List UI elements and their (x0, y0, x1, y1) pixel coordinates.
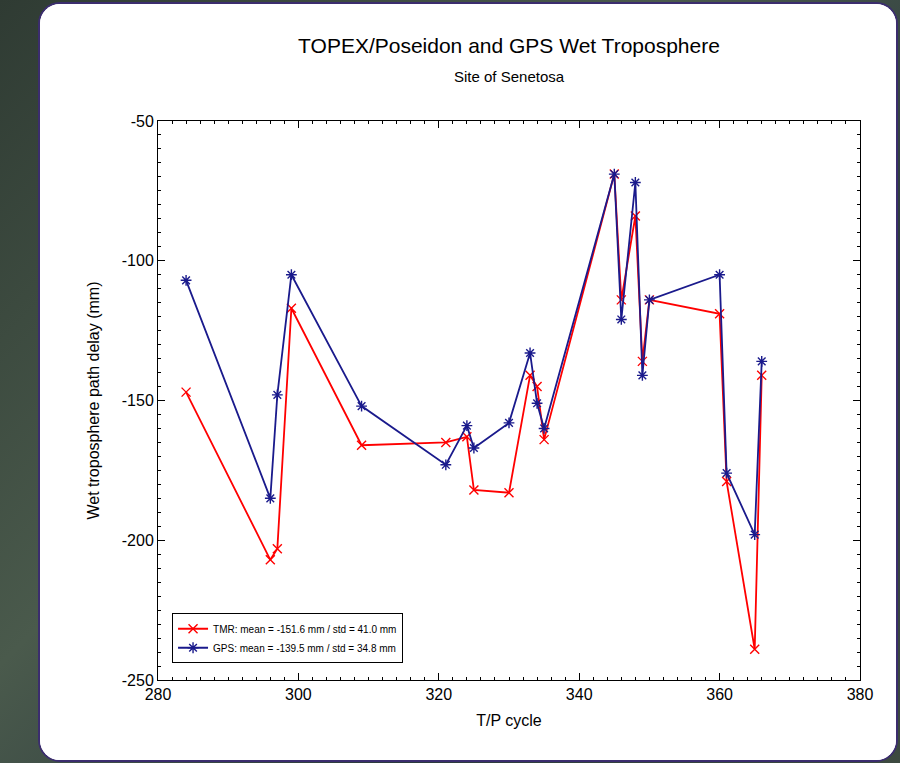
svg-text:280: 280 (145, 686, 172, 703)
svg-text:Site of Senetosa: Site of Senetosa (454, 68, 565, 85)
svg-text:-150: -150 (122, 392, 154, 409)
svg-text:-200: -200 (122, 532, 154, 549)
svg-text:340: 340 (566, 686, 593, 703)
svg-text:380: 380 (847, 686, 874, 703)
svg-text:T/P cycle: T/P cycle (476, 712, 542, 729)
svg-text:320: 320 (425, 686, 452, 703)
svg-text:-50: -50 (131, 113, 154, 130)
svg-text:-100: -100 (122, 252, 154, 269)
svg-text:Wet troposphere path delay (mm: Wet troposphere path delay (mm) (85, 281, 102, 519)
svg-text:360: 360 (706, 686, 733, 703)
svg-text:-250: -250 (122, 672, 154, 689)
svg-text:TOPEX/Poseidon and GPS Wet Tro: TOPEX/Poseidon and GPS Wet Troposphere (298, 34, 720, 57)
svg-text:300: 300 (285, 686, 312, 703)
svg-text:GPS: mean = -139.5 mm / std =: GPS: mean = -139.5 mm / std = 34.8 mm (213, 643, 396, 654)
svg-text:TMR: mean = -151.6 mm / std =: TMR: mean = -151.6 mm / std = 41.0 mm (213, 624, 396, 635)
